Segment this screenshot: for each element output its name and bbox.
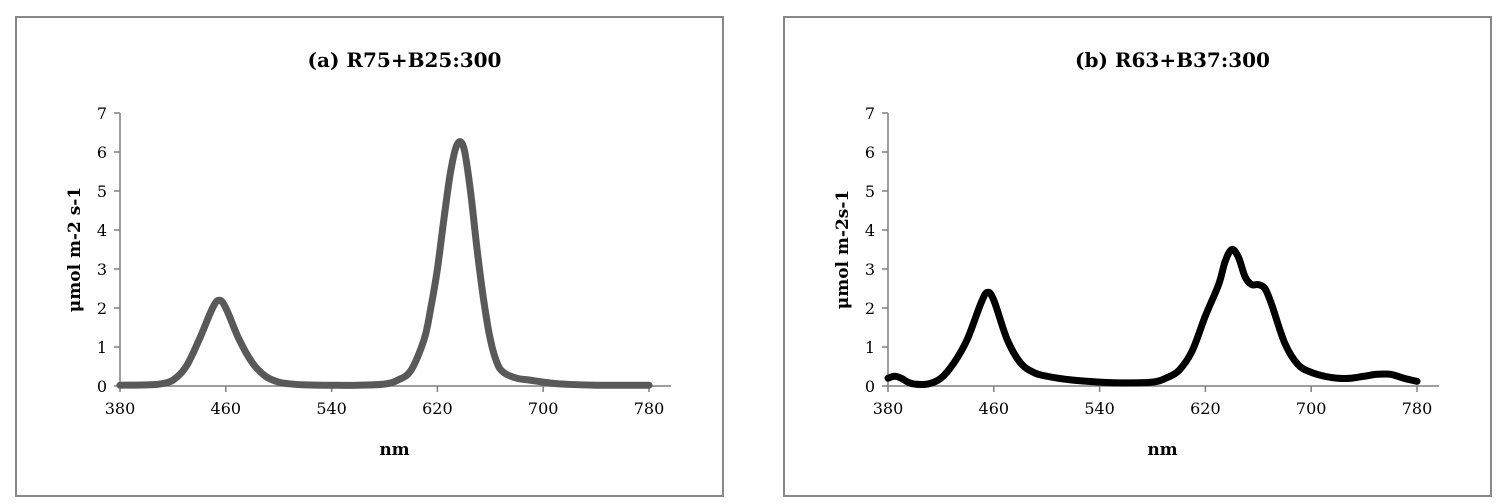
y-tick-label: 7 (865, 104, 875, 123)
x-axis-label-a: nm (379, 440, 409, 460)
x-tick-label: 780 (634, 399, 665, 418)
chart-panel-a: (a) R75+B25:300 0 1 2 3 4 5 6 7 380 460 540 620 700 78… (15, 16, 724, 497)
x-tick-label: 460 (211, 399, 242, 418)
x-axis-label-b: nm (1147, 440, 1177, 460)
y-tick-label: 3 (865, 260, 875, 279)
x-tick-label: 700 (528, 399, 559, 418)
y-tick-label: 2 (97, 299, 107, 318)
y-tick-label: 7 (97, 104, 107, 123)
x-tick-label: 620 (1190, 399, 1221, 418)
y-tick-label: 1 (865, 338, 875, 357)
y-tick-label: 2 (865, 299, 875, 318)
y-tick-label: 4 (97, 221, 107, 240)
x-tick-label: 700 (1296, 399, 1327, 418)
x-tick-label: 540 (1084, 399, 1115, 418)
y-axis-label-b: μmol m-2s-1 (833, 190, 853, 309)
x-tick-label: 380 (873, 399, 904, 418)
y-tick-label: 1 (97, 338, 107, 357)
chart-title-b: (b) R63+B37:300 (1075, 48, 1270, 72)
chart-title-a: (a) R75+B25:300 (308, 48, 502, 72)
series-line-a-0 (116, 138, 653, 389)
y-tick-label: 6 (97, 143, 107, 162)
y-tick-label: 0 (865, 377, 875, 396)
x-tick-label: 380 (105, 399, 136, 418)
y-tick-label: 0 (97, 377, 107, 396)
y-tick-label: 4 (865, 221, 875, 240)
y-axis-label-a: μmol m-2 s-1 (65, 187, 85, 312)
y-tick-label: 6 (865, 143, 875, 162)
x-tick-label: 620 (422, 399, 453, 418)
y-tick-label: 3 (97, 260, 107, 279)
y-tick-label: 5 (865, 182, 875, 201)
chart-svg-b: (b) R63+B37:300 0 1 2 3 4 5 6 7 380 460 540 620 700 78… (833, 48, 1439, 460)
series-line-b-0 (884, 245, 1421, 389)
chart-panel-b: (b) R63+B37:300 0 1 2 3 4 5 6 7 380 460 540 620 700 78… (783, 16, 1492, 497)
x-tick-label: 460 (979, 399, 1010, 418)
x-tick-label: 780 (1402, 399, 1433, 418)
chart-svg-a: (a) R75+B25:300 0 1 2 3 4 5 6 7 380 460 540 620 700 78… (65, 48, 671, 460)
x-tick-label: 540 (316, 399, 347, 418)
y-tick-label: 5 (97, 182, 107, 201)
